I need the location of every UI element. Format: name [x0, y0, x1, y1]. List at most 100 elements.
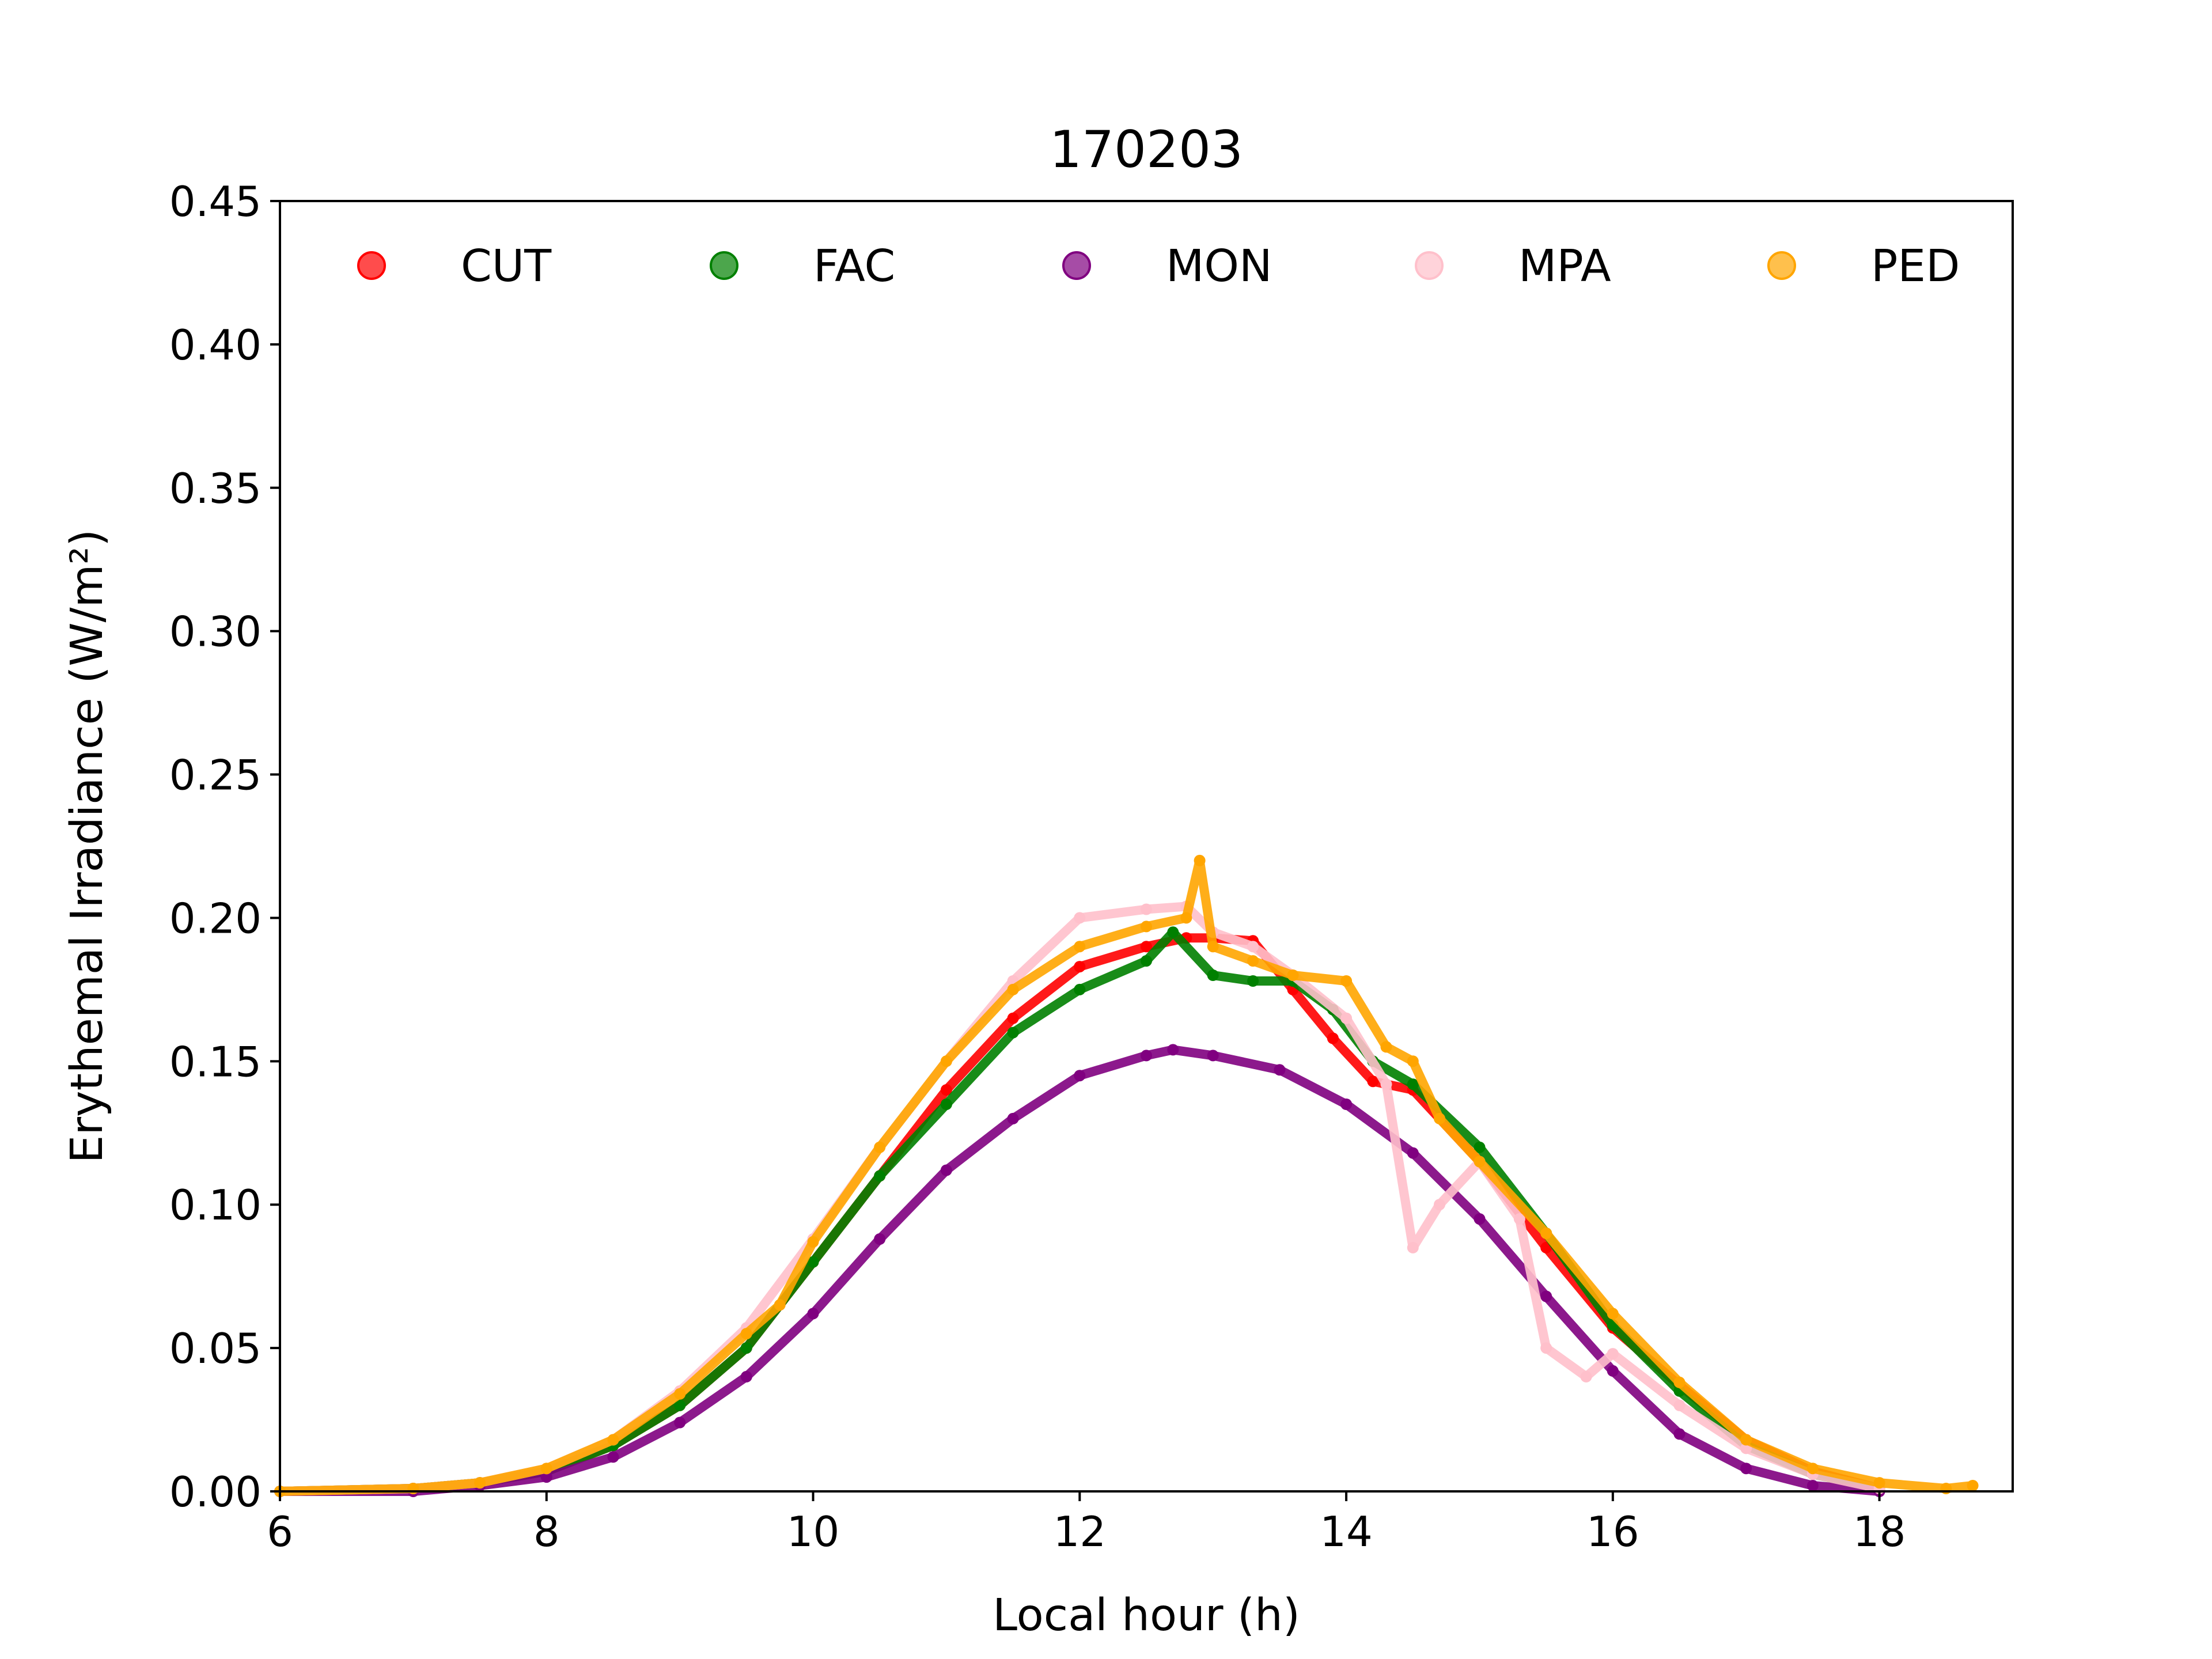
data-point — [807, 1308, 819, 1320]
x-tick-label: 12 — [1053, 1508, 1106, 1556]
data-point — [1007, 1012, 1019, 1024]
x-axis-label: Local hour (h) — [993, 1590, 1300, 1641]
data-point — [774, 1299, 786, 1311]
y-tick-label: 0.40 — [169, 321, 262, 369]
data-point — [1540, 1290, 1552, 1302]
y-axis: 0.00 0.05 0.10 0.15 0.20 0.25 0.30 0.35 0.40 0.45 — [169, 177, 280, 1516]
x-tick-label: 18 — [1853, 1508, 1906, 1556]
data-point — [940, 1164, 952, 1176]
data-point — [1740, 1463, 1752, 1475]
x-tick-label: 8 — [533, 1508, 560, 1556]
data-point — [807, 1236, 819, 1248]
y-tick-label: 0.15 — [169, 1037, 262, 1086]
data-point — [1287, 969, 1299, 981]
data-point — [1207, 941, 1219, 953]
legend-label: MON — [1166, 241, 1272, 292]
y-tick-label: 0.00 — [169, 1468, 262, 1516]
chart-title: 170203 — [1050, 120, 1243, 179]
data-point — [1141, 955, 1152, 967]
data-point — [807, 1256, 819, 1268]
data-point — [1007, 1027, 1019, 1039]
data-point — [1141, 941, 1152, 953]
data-point — [1540, 1342, 1552, 1354]
data-point — [1607, 1348, 1619, 1360]
data-point — [1340, 975, 1353, 987]
data-point — [1074, 983, 1086, 995]
data-point — [1407, 1078, 1419, 1090]
series-line-ped — [275, 855, 1978, 1496]
data-point — [1074, 941, 1086, 953]
data-point — [1180, 912, 1192, 924]
data-point — [1806, 1480, 1819, 1491]
data-point — [1274, 1064, 1286, 1076]
y-tick-label: 0.20 — [169, 894, 262, 942]
data-point — [1434, 1112, 1445, 1124]
data-point — [1474, 1213, 1486, 1225]
data-point — [1141, 903, 1152, 915]
data-point — [1407, 1241, 1419, 1253]
data-point — [1407, 1055, 1419, 1067]
data-point — [874, 1233, 886, 1245]
y-tick-label: 0.05 — [169, 1324, 262, 1373]
legend-label: CUT — [461, 241, 552, 292]
legend-item-fac: FAC — [710, 241, 895, 292]
data-point — [674, 1399, 686, 1411]
x-tick-label: 14 — [1320, 1508, 1373, 1556]
data-point — [674, 1416, 686, 1429]
data-point — [940, 1055, 952, 1067]
x-axis: 6 8 10 12 14 16 18 — [267, 1491, 1906, 1556]
data-point — [1207, 1050, 1219, 1062]
data-point — [1607, 1365, 1619, 1377]
data-point — [1074, 1070, 1086, 1082]
data-point — [1340, 1012, 1353, 1024]
data-point — [1074, 961, 1086, 973]
y-tick-label: 0.35 — [169, 464, 262, 513]
data-point — [1607, 1308, 1619, 1320]
data-point — [1167, 926, 1179, 938]
data-point — [940, 1099, 952, 1110]
data-point — [1673, 1428, 1685, 1440]
data-point — [607, 1434, 619, 1446]
data-point — [607, 1451, 619, 1463]
data-point — [474, 1477, 486, 1489]
data-point — [1141, 921, 1152, 933]
data-point — [874, 1170, 886, 1182]
legend-marker — [357, 251, 386, 280]
data-point — [1380, 1078, 1392, 1090]
data-point — [1580, 1370, 1592, 1382]
plot-area — [274, 854, 1979, 1497]
legend-item-mon: MON — [1062, 241, 1272, 292]
data-point — [1007, 1112, 1019, 1124]
legend-item-cut: CUT — [357, 241, 552, 292]
data-point — [1327, 1032, 1339, 1044]
legend-label: FAC — [813, 241, 895, 292]
y-tick-label: 0.30 — [169, 608, 262, 656]
y-tick-label: 0.25 — [169, 751, 262, 800]
y-tick-label: 0.10 — [169, 1181, 262, 1229]
data-point — [540, 1471, 552, 1483]
data-point — [1247, 975, 1259, 987]
data-point — [1207, 969, 1219, 981]
data-point — [1074, 912, 1086, 924]
data-point — [1247, 941, 1259, 953]
data-point — [1540, 1228, 1552, 1239]
data-point — [1474, 1156, 1486, 1168]
data-point — [1141, 1050, 1152, 1062]
data-point — [1673, 1376, 1685, 1388]
y-tick-label: 0.45 — [169, 177, 262, 226]
data-point — [1340, 1099, 1353, 1110]
data-point — [1806, 1463, 1819, 1475]
data-point — [1380, 1041, 1392, 1053]
data-point — [1740, 1434, 1752, 1446]
series-ped — [274, 854, 1979, 1497]
data-point — [874, 1141, 886, 1153]
legend-item-ped: PED — [1767, 241, 1960, 292]
x-tick-label: 10 — [787, 1508, 840, 1556]
data-point — [740, 1342, 752, 1354]
data-point — [740, 1328, 752, 1340]
data-point — [1967, 1480, 1979, 1491]
legend-marker — [1062, 251, 1091, 280]
data-point — [540, 1463, 552, 1475]
y-axis-label: Erythemal Irradiance (W/m²) — [62, 529, 113, 1164]
